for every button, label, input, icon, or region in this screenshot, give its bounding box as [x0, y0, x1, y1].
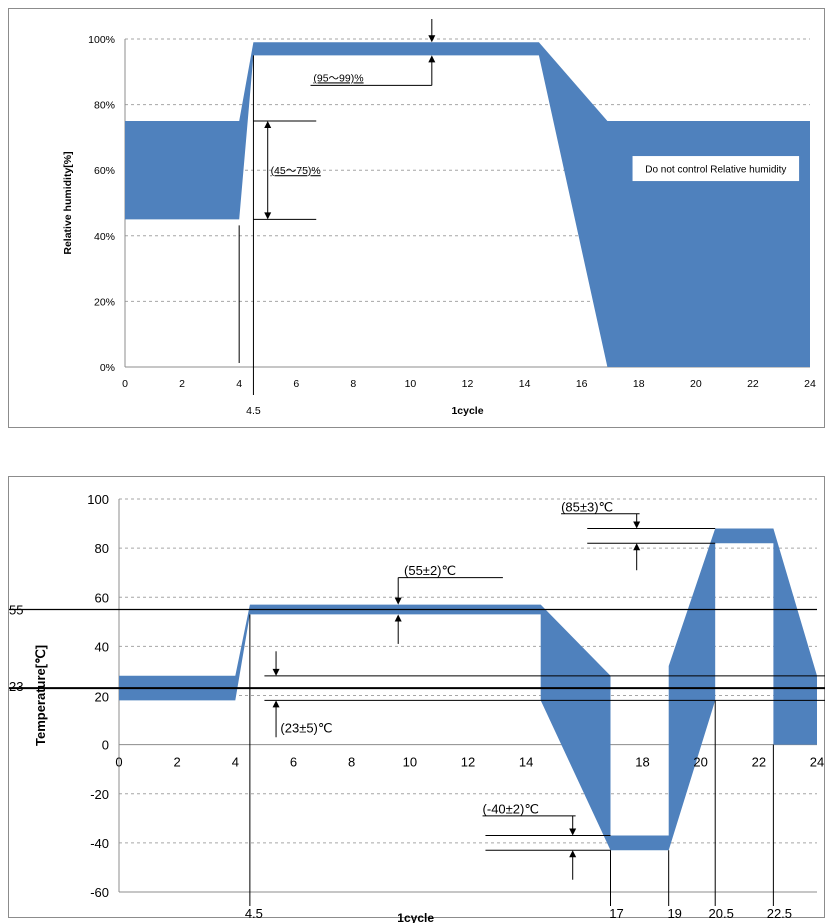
y-tick-label: 60% [94, 165, 115, 177]
y-tick-label: 40 [95, 639, 109, 654]
x-tick-label: 2 [179, 378, 185, 390]
x-tick-label: 24 [804, 378, 816, 390]
x-extra-label: 4.5 [245, 906, 263, 921]
x-tick-label: 4 [236, 378, 242, 390]
x-tick-label: 10 [403, 755, 417, 770]
arrow-23-top-head [272, 668, 280, 676]
x-tick-label: 12 [462, 378, 474, 390]
y-axis-label: Relative humidity[%] [62, 151, 74, 254]
y-tick-label: 40% [94, 231, 115, 243]
x-tick-label: 24 [810, 755, 824, 770]
x-extra-label: 4.5 [246, 405, 261, 417]
x-tick-label: 12 [461, 755, 475, 770]
arrow-minus40-bottom-head [569, 850, 577, 858]
x-tick-label: 20 [693, 755, 707, 770]
x-tick-label: 14 [519, 378, 531, 390]
x-tick-label: 6 [290, 755, 297, 770]
x-extra-label: 22.5 [767, 906, 792, 921]
x-tick-label: 2 [174, 755, 181, 770]
humidity-chart-panel: 0% 20% 40% 60% 80% 100% 0 2 4 6 8 10 12 14 16 18 20 22 24 4… [8, 8, 825, 428]
x-tick-label: 20 [690, 378, 702, 390]
y-tick-label: 80% [94, 100, 115, 112]
arrow-45-75-head-down [264, 212, 272, 220]
arrow-minus40-top-head [569, 828, 577, 836]
annotation-95-99: (95～99)% [313, 72, 363, 84]
annotation-minus40: (-40±2)℃ [483, 801, 539, 816]
humidity-band [125, 42, 810, 368]
x-tick-label: 22 [752, 755, 766, 770]
y-tick-label: -40 [90, 836, 109, 851]
y-tick-label: -20 [90, 787, 109, 802]
x-tick-label: 22 [747, 378, 759, 390]
x-tick-label: 4 [232, 755, 239, 770]
x-axis-label: 1cycle [397, 911, 434, 923]
x-extra-label: 20.5 [709, 906, 734, 921]
x-tick-label: 6 [293, 378, 299, 390]
y-tick-label: 0% [100, 362, 115, 374]
x-axis-label: 1cycle [451, 405, 483, 417]
arrow-85-top-head [633, 521, 641, 529]
annotation-23: (23±5)℃ [280, 720, 332, 735]
x-tick-label: 0 [122, 378, 128, 390]
y-tick-label: 80 [95, 541, 109, 556]
y-axis-label: Temperature[℃] [33, 645, 48, 746]
x-tick-label: 10 [405, 378, 417, 390]
x-tick-label: 0 [115, 755, 122, 770]
y-tick-label: 60 [95, 590, 109, 605]
x-extra-label: 17 [609, 906, 623, 921]
humidity-chart: 0%20%40%60%80%100%0 2 4 6 8 10 12 14 16 18 20 22 244… [62, 19, 816, 417]
y-tick-label: 0 [102, 738, 109, 753]
y-tick-label: -60 [90, 885, 109, 900]
note-box [632, 156, 800, 182]
arrow-23-bottom-head [272, 700, 280, 708]
y-extra-label-23: 23 [9, 679, 23, 694]
y-tick-label: 20% [94, 296, 115, 308]
annotation-45-75: (45～75)% [271, 165, 321, 177]
x-tick-label: 16 [576, 378, 588, 390]
arrow-85-bottom-head [633, 543, 641, 551]
x-extra-label: 19 [667, 906, 681, 921]
x-tick-label: 18 [635, 755, 649, 770]
x-tick-label: 18 [633, 378, 645, 390]
x-tick-label: 8 [348, 755, 355, 770]
arrow-55-bottom-head [394, 614, 402, 622]
y-tick-label: 20 [95, 690, 109, 705]
arrow-55-top-head [394, 597, 402, 605]
annotation-55: (55±2)℃ [404, 563, 456, 578]
temperature-band [119, 528, 817, 851]
y-tick-label: 100 [87, 492, 109, 507]
x-tick-label: 8 [350, 378, 356, 390]
y-tick-label: 100% [88, 34, 115, 46]
annotation-no-control: Do not control Relative humidity [645, 165, 786, 176]
x-tick-label: 14 [519, 755, 533, 770]
y-extra-label-55: 55 [9, 603, 23, 618]
arrow-95-99-bottom-head [428, 55, 436, 63]
arrow-95-99-top-head [428, 35, 436, 43]
arrow-45-75-head-up [264, 121, 272, 128]
annotation-85: (85±3)℃ [561, 499, 613, 514]
temperature-chart-panel: -60 -40 -20 0 40 60 80 100 20 55 23 0 2 4 6 8 10 12 14 18 20… [8, 476, 825, 923]
